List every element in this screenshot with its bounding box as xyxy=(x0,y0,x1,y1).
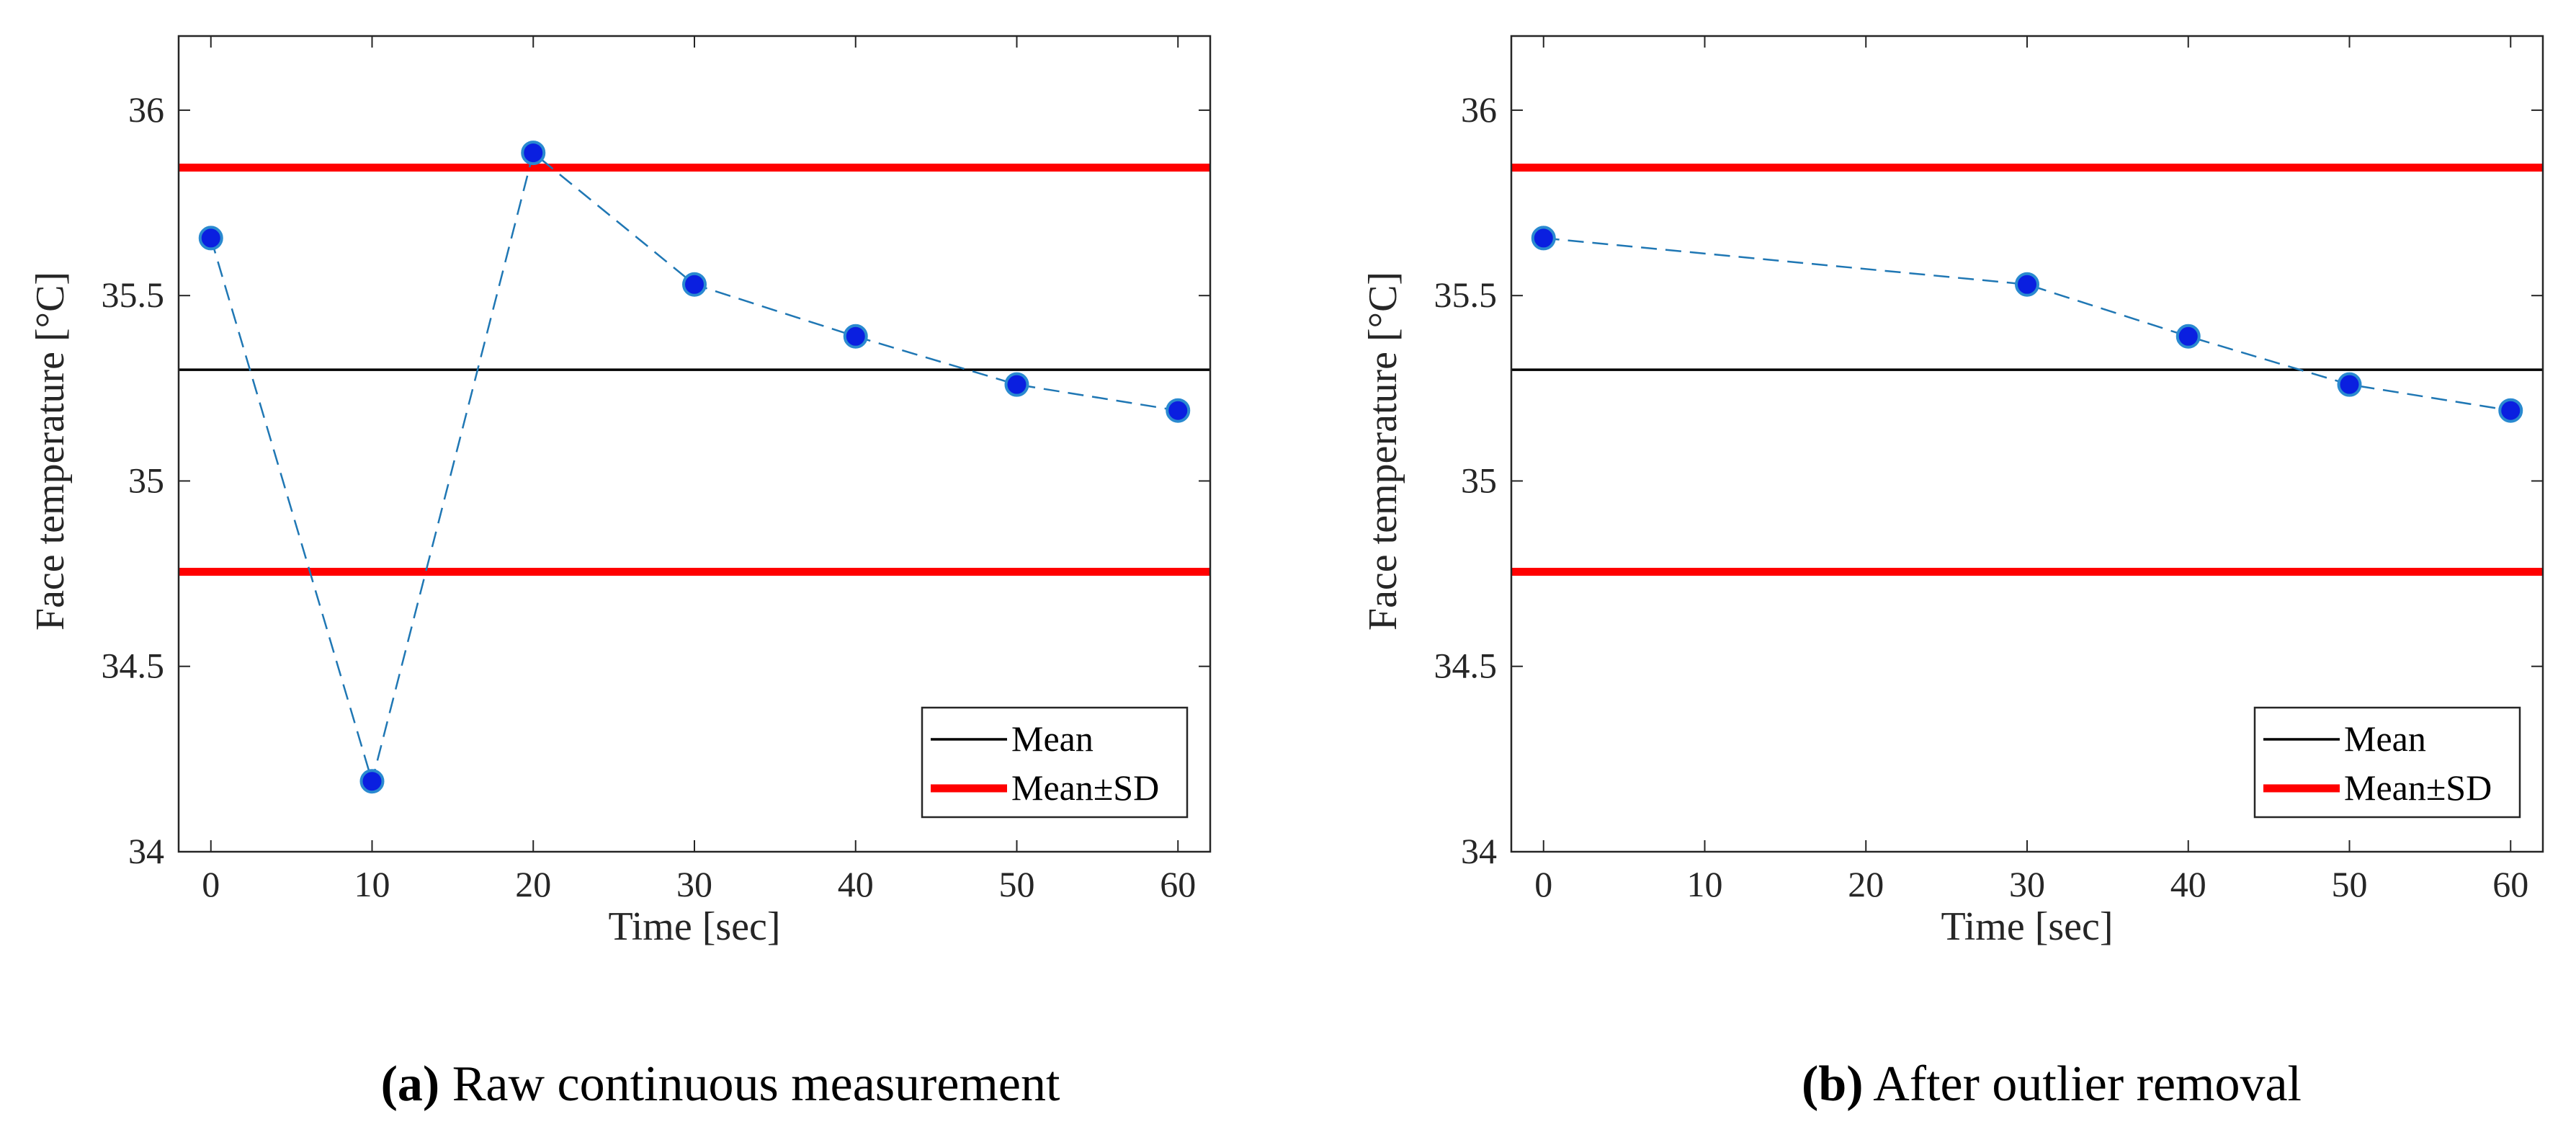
x-tick-label: 50 xyxy=(999,864,1035,904)
data-point xyxy=(1004,372,1029,397)
x-tick-label: 50 xyxy=(2332,864,2368,904)
data-point xyxy=(359,769,385,794)
legend-sd-label: Mean±SD xyxy=(1011,767,1159,808)
x-tick-label: 10 xyxy=(1687,864,1723,904)
caption-panel-b: (b) After outlier removal xyxy=(1802,1056,2302,1113)
caption-text: After outlier removal xyxy=(1873,1056,2302,1112)
x-tick-label: 20 xyxy=(1848,864,1884,904)
y-tick-label: 34 xyxy=(128,831,164,871)
y-tick-label: 34.5 xyxy=(1434,646,1498,686)
y-tick-label: 35 xyxy=(1461,460,1497,500)
data-point xyxy=(1531,226,1556,251)
x-tick-label: 0 xyxy=(1534,864,1552,904)
plot-area-frame xyxy=(1510,35,2544,853)
y-axis-label: Face temperature [°C] xyxy=(1361,272,1405,631)
y-tick-label: 34 xyxy=(1461,831,1497,871)
y-axis-label: Face temperature [°C] xyxy=(28,272,73,631)
legend-box xyxy=(2253,706,2521,819)
y-tick-label: 34.5 xyxy=(102,646,165,686)
legend-mean-label: Mean xyxy=(2344,718,2426,759)
series-line xyxy=(1543,237,2511,411)
y-tick-label: 35.5 xyxy=(1434,275,1498,315)
chart-panel-b: 0 10 20 30 40 50 60 34 34.5 35 35.5 36 Time [sec] Fac… xyxy=(1361,35,2544,949)
y-tick-label: 35.5 xyxy=(102,275,165,315)
caption-tag: (b) xyxy=(1802,1056,1864,1112)
x-tick-label: 60 xyxy=(2492,864,2528,904)
x-tick-label: 10 xyxy=(354,864,390,904)
y-tick-label: 36 xyxy=(1461,89,1497,130)
data-point xyxy=(2337,372,2362,397)
x-tick-label: 40 xyxy=(838,864,874,904)
y-tick-label: 35 xyxy=(128,460,164,500)
caption-text: Raw continuous measurement xyxy=(452,1056,1060,1112)
x-tick-label: 0 xyxy=(202,864,220,904)
x-tick-label: 20 xyxy=(515,864,551,904)
data-point xyxy=(1166,398,1191,423)
data-point xyxy=(843,324,868,349)
series-line xyxy=(210,151,1179,785)
data-point xyxy=(2015,272,2039,297)
data-point xyxy=(198,226,223,251)
chart-panel-a: 0 10 20 30 40 50 60 34 34.5 35 35.5 36 Time [sec] Fac… xyxy=(28,35,1212,949)
data-point xyxy=(682,272,707,297)
plot-area-frame xyxy=(177,35,1212,853)
legend-box xyxy=(921,706,1189,819)
x-axis-label: Time [sec] xyxy=(1941,904,2113,949)
data-point xyxy=(2498,398,2523,423)
x-axis-label: Time [sec] xyxy=(608,904,780,949)
data-point xyxy=(521,141,546,166)
data-point xyxy=(2175,324,2201,349)
caption-tag: (a) xyxy=(380,1056,440,1112)
x-tick-label: 60 xyxy=(1160,864,1196,904)
y-tick-label: 36 xyxy=(128,89,164,130)
x-tick-label: 40 xyxy=(2170,864,2206,904)
legend-sd-label: Mean±SD xyxy=(2344,767,2492,808)
legend-mean-label: Mean xyxy=(1011,718,1094,759)
x-tick-label: 30 xyxy=(2009,864,2045,904)
x-tick-label: 30 xyxy=(676,864,712,904)
caption-panel-a: (a) Raw continuous measurement xyxy=(381,1056,1060,1113)
